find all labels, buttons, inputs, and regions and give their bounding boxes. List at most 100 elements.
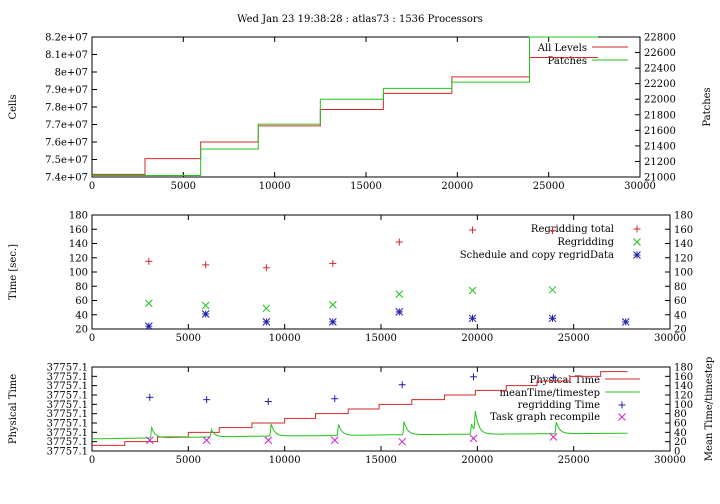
legend-glyph-regridding bbox=[633, 238, 641, 246]
legend-marker-schedule-copy bbox=[633, 251, 641, 259]
x-tick-label-0: 0 bbox=[89, 455, 95, 466]
y2-tick-label-6: 120 bbox=[674, 391, 693, 402]
y-tick-label-4: 37757.1 bbox=[47, 409, 88, 420]
point-task-graph-recompile-6 bbox=[549, 433, 558, 441]
point-schedule-copy-1 bbox=[201, 310, 210, 318]
point-regridding-4 bbox=[395, 290, 404, 298]
x-tick-label-5: 25000 bbox=[558, 333, 590, 344]
x-tick-label-0: 0 bbox=[89, 333, 95, 344]
y-tick-label-1: 40 bbox=[75, 310, 88, 321]
point-task-graph-recompile-2-d2 bbox=[264, 436, 273, 445]
point-task-graph-recompile-3 bbox=[330, 436, 339, 445]
point-schedule-copy-6-d2 bbox=[548, 314, 557, 323]
point-task-graph-recompile-0 bbox=[145, 436, 154, 445]
legend-label-regridding-time: regridding Time bbox=[518, 400, 600, 411]
y-tick-label-3: 80 bbox=[75, 282, 88, 293]
point-regridding-1-d2 bbox=[201, 301, 210, 310]
x-tick-label-1: 5000 bbox=[176, 333, 201, 344]
x-tick-label-2: 10000 bbox=[269, 333, 301, 344]
point-schedule-copy-2-d2 bbox=[262, 318, 271, 326]
legend-glyph-schedule-copy-d2 bbox=[633, 251, 641, 259]
point-regridding-total-1 bbox=[202, 261, 210, 269]
y2-tick-label-4: 80 bbox=[674, 409, 687, 420]
cells-patches-chart: Cells Patches All Levels Patches 0 5000 10… bbox=[8, 33, 713, 193]
point-task-graph-recompile-1 bbox=[202, 436, 211, 445]
y2-tick-label-3: 60 bbox=[674, 419, 687, 430]
y2-tick-label-2: 40 bbox=[674, 428, 687, 439]
y2-tick-label-0: 0 bbox=[674, 447, 680, 458]
y-tick-label-6: 37757.1 bbox=[47, 391, 88, 402]
y2-tick-label-4: 100 bbox=[674, 268, 693, 279]
point-regridding-3-d2 bbox=[328, 300, 337, 309]
y2-tick-label-2: 21400 bbox=[644, 141, 676, 152]
point-regridding-5 bbox=[468, 286, 477, 295]
physical-time-axis-label: Physical Time bbox=[8, 374, 19, 444]
point-schedule-copy-3-d2 bbox=[328, 318, 337, 326]
y-tick-label-6: 140 bbox=[69, 239, 88, 250]
point-regridding-4-d2 bbox=[395, 290, 404, 298]
point-schedule-copy-7 bbox=[621, 318, 630, 326]
y2-tick-label-8: 180 bbox=[674, 211, 693, 222]
y2-tick-label-6: 22200 bbox=[644, 79, 676, 90]
point-task-graph-recompile-2 bbox=[264, 436, 273, 445]
time-legend: Regridding total Regridding Schedule and… bbox=[460, 224, 641, 261]
point-task-graph-recompile-3-d2 bbox=[330, 436, 339, 445]
y-tick-label-7: 8.1e+07 bbox=[45, 50, 88, 61]
cells-legend: All Levels Patches bbox=[537, 43, 628, 67]
y-tick-label-0: 7.4e+07 bbox=[45, 173, 88, 184]
point-regridding-total-6 bbox=[548, 227, 556, 235]
point-regridding-6 bbox=[548, 285, 557, 294]
point-schedule-copy-4 bbox=[395, 308, 404, 316]
y-tick-label-3: 7.7e+07 bbox=[45, 120, 88, 131]
x-tick-label-5: 25000 bbox=[533, 181, 565, 192]
x-tick-label-3: 15000 bbox=[350, 181, 382, 192]
legend-marker-regridding-total bbox=[633, 225, 641, 233]
legend-glyph-schedule-copy bbox=[633, 251, 641, 259]
point-regridding-1 bbox=[201, 301, 210, 310]
y-tick-label-1: 37757.1 bbox=[47, 437, 88, 448]
point-schedule-copy-2 bbox=[262, 318, 271, 326]
legend-marker-regridding bbox=[633, 238, 641, 246]
y2-tick-label-3: 80 bbox=[674, 282, 687, 293]
point-regridding-time-3 bbox=[331, 395, 339, 403]
y-tick-label-9: 37757.1 bbox=[47, 363, 88, 374]
legend-glyph-task-graph-recompile-d2 bbox=[618, 413, 626, 421]
legend-glyph-regridding-d2 bbox=[633, 238, 641, 246]
point-task-graph-recompile-0-d2 bbox=[145, 436, 154, 445]
cells-axis-label: Cells bbox=[8, 94, 19, 119]
y-tick-label-3: 37757.1 bbox=[47, 419, 88, 430]
y-tick-label-5: 37757.1 bbox=[47, 400, 88, 411]
x-tick-label-1: 5000 bbox=[176, 455, 201, 466]
y-tick-label-6: 8e+07 bbox=[55, 68, 88, 79]
y-tick-label-4: 100 bbox=[69, 268, 88, 279]
x-tick-label-3: 15000 bbox=[365, 333, 397, 344]
y2-tick-label-8: 160 bbox=[674, 372, 693, 383]
y2-tick-label-9: 180 bbox=[674, 363, 693, 374]
x-tick-label-5: 25000 bbox=[558, 455, 590, 466]
x-tick-label-1: 5000 bbox=[171, 181, 196, 192]
y2-tick-label-6: 140 bbox=[674, 239, 693, 250]
y2-tick-label-3: 21600 bbox=[644, 126, 676, 137]
legend-marker-regridding-time bbox=[618, 401, 626, 409]
chart-title: Wed Jan 23 19:38:28 : atlas73 : 1536 Pro… bbox=[237, 14, 483, 25]
legend-glyph-regridding-total bbox=[633, 225, 641, 233]
x-tick-label-0: 0 bbox=[89, 181, 95, 192]
legend-label-mean-time: meanTime/timestep bbox=[499, 388, 600, 399]
point-task-graph-recompile-5-d2 bbox=[469, 434, 478, 443]
x-tick-label-2: 10000 bbox=[259, 181, 291, 192]
legend-glyph-regridding-time bbox=[618, 401, 626, 409]
x-tick-label-6: 30000 bbox=[654, 455, 686, 466]
y2-tick-label-8: 22600 bbox=[644, 48, 676, 59]
y2-tick-label-4: 21800 bbox=[644, 110, 676, 121]
x-tick-label-4: 20000 bbox=[461, 455, 493, 466]
y-tick-label-2: 60 bbox=[75, 296, 88, 307]
point-regridding-time-2 bbox=[264, 398, 272, 406]
y-tick-label-2: 37757.1 bbox=[47, 428, 88, 439]
y2-tick-label-1: 40 bbox=[674, 310, 687, 321]
point-regridding-time-6 bbox=[549, 373, 557, 381]
mean-time-axis-label: Mean Time/timestep bbox=[704, 357, 715, 461]
point-schedule-copy-0-d2 bbox=[144, 322, 153, 331]
y-tick-label-2: 7.6e+07 bbox=[45, 138, 88, 149]
series-patches-line bbox=[92, 36, 598, 176]
